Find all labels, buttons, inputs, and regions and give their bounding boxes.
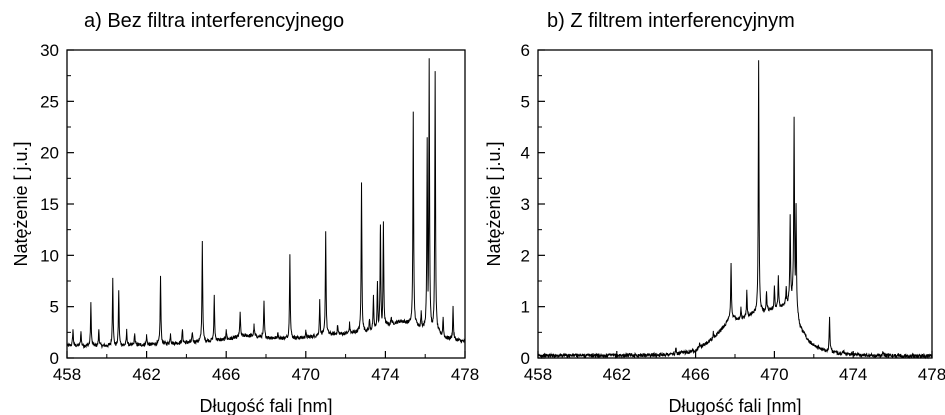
y-tick-label: 5 bbox=[521, 92, 530, 111]
chart-b-y-tick-labels: 0 1 2 3 4 5 6 bbox=[521, 41, 530, 368]
chart-a-y-axis-label: Natężenie [ j.u.] bbox=[11, 141, 31, 266]
chart-b-plot-frame bbox=[537, 49, 933, 359]
y-tick-label: 3 bbox=[521, 195, 530, 214]
x-tick-label: 458 bbox=[53, 365, 81, 384]
x-tick-label: 470 bbox=[760, 365, 788, 384]
chart-a-x-axis-label: Długość fali [nm] bbox=[199, 396, 332, 415]
chart-b-y-axis-label: Natężenie [ j.u.] bbox=[484, 141, 504, 266]
chart-a-plot-frame bbox=[66, 49, 466, 359]
x-tick-label: 458 bbox=[524, 365, 552, 384]
chart-panel-a: a) Bez filtra interferencyjnego 0 5 10 15 20… bbox=[11, 10, 479, 415]
x-tick-label: 462 bbox=[603, 365, 631, 384]
y-tick-label: 6 bbox=[521, 41, 530, 60]
y-tick-label: 0 bbox=[50, 349, 59, 368]
x-tick-label: 462 bbox=[132, 365, 160, 384]
y-tick-label: 25 bbox=[40, 92, 59, 111]
chart-panel-b: b) Z filtrem interferencyjnym 0 1 2 3 4 5 6 45… bbox=[484, 10, 945, 415]
chart-a-spectrum-line bbox=[66, 58, 466, 350]
y-tick-label: 15 bbox=[40, 195, 59, 214]
chart-b-ticks bbox=[537, 49, 933, 359]
y-tick-label: 0 bbox=[521, 349, 530, 368]
y-tick-label: 1 bbox=[521, 298, 530, 317]
chart-b-x-tick-labels: 458 462 466 470 474 478 bbox=[524, 365, 945, 384]
x-tick-label: 470 bbox=[292, 365, 320, 384]
chart-a-y-tick-labels: 0 5 10 15 20 25 30 bbox=[40, 41, 59, 368]
x-tick-label: 478 bbox=[918, 365, 945, 384]
y-tick-label: 4 bbox=[521, 144, 530, 163]
x-tick-label: 478 bbox=[451, 365, 479, 384]
chart-a-x-tick-labels: 458 462 466 470 474 478 bbox=[53, 365, 479, 384]
chart-b-x-axis-label: Długość fali [nm] bbox=[668, 396, 801, 415]
chart-a-ticks bbox=[66, 49, 466, 359]
x-tick-label: 474 bbox=[371, 365, 399, 384]
y-tick-label: 30 bbox=[40, 41, 59, 60]
chart-b-title: b) Z filtrem interferencyjnym bbox=[547, 10, 795, 32]
chart-a-title: a) Bez filtra interferencyjnego bbox=[84, 10, 344, 32]
y-tick-label: 5 bbox=[50, 298, 59, 317]
chart-b-spectrum-line bbox=[537, 60, 933, 360]
x-tick-label: 466 bbox=[681, 365, 709, 384]
y-tick-label: 2 bbox=[521, 246, 530, 265]
y-tick-label: 20 bbox=[40, 144, 59, 163]
y-tick-label: 10 bbox=[40, 246, 59, 265]
x-tick-label: 466 bbox=[212, 365, 240, 384]
x-tick-label: 474 bbox=[839, 365, 867, 384]
